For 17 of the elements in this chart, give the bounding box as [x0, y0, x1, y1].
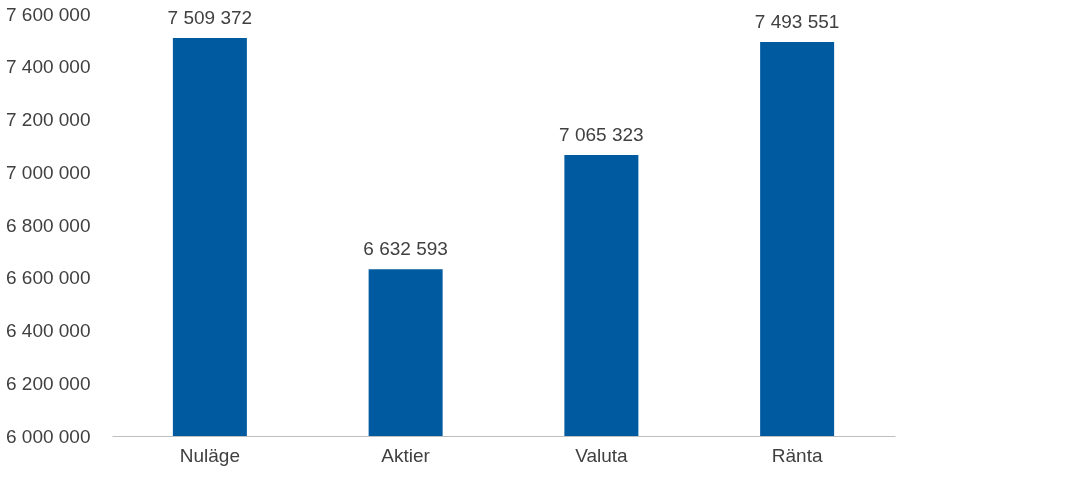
- data-label: 7 065 323: [559, 124, 644, 146]
- y-tick-label: 7 600 000: [5, 3, 91, 25]
- y-tick-label: 7 400 000: [5, 56, 91, 78]
- x-tick-label: Nuläge: [179, 444, 240, 466]
- x-tick-label: Aktier: [381, 444, 431, 466]
- x-tick-label: Ränta: [771, 444, 823, 466]
- y-tick-label: 7 200 000: [5, 109, 91, 130]
- y-tick-label: 6 200 000: [5, 372, 91, 394]
- y-tick-label: 6 600 000: [5, 267, 91, 289]
- data-label: 6 632 593: [363, 238, 448, 260]
- data-label: 7 493 551: [754, 11, 840, 33]
- y-tick-label: 6 000 000: [5, 425, 91, 447]
- y-tick-label: 7 000 000: [5, 161, 91, 183]
- data-label: 7 509 372: [167, 6, 253, 28]
- y-tick-label: 6 400 000: [5, 320, 91, 341]
- y-tick-label: 6 800 000: [5, 214, 91, 236]
- x-tick-label: Valuta: [575, 444, 629, 466]
